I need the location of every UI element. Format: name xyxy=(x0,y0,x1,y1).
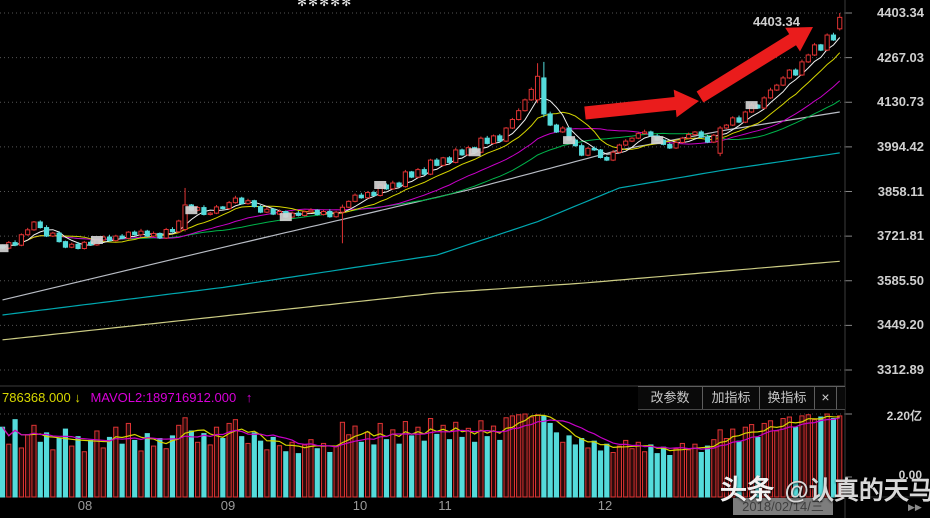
toutiao-logo: 头条 xyxy=(720,475,774,505)
price-axis-label: 4267.03 xyxy=(877,49,924,65)
time-axis-month-label: 09 xyxy=(220,498,236,513)
price-axis-label: 3858.11 xyxy=(877,183,924,199)
clipped-glyphs: ✻✻✻✻✻ xyxy=(297,0,353,8)
price-axis-label: 3994.42 xyxy=(877,138,924,154)
mavol1-down-arrow-icon: ↓ xyxy=(74,390,81,405)
price-axis-label: 3449.20 xyxy=(877,317,924,333)
price-axis-label: 3721.81 xyxy=(877,228,924,244)
time-axis-month-label: 12 xyxy=(597,498,613,513)
latest-price-label: 4403.34 xyxy=(753,14,800,29)
add-indicator-button[interactable]: 加指标 xyxy=(703,387,760,409)
price-axis-label: 3585.50 xyxy=(877,272,924,288)
mavol2-value: MAVOL2:189716912.000 xyxy=(90,390,237,405)
volume-axis-max-label: 2.20亿 xyxy=(886,409,922,423)
price-axis-label: 3312.89 xyxy=(877,362,924,377)
price-axis-label: 4130.73 xyxy=(877,94,924,110)
price-axis-label: 4403.34 xyxy=(877,5,924,20)
switch-indicator-button[interactable]: 换指标 xyxy=(760,387,815,409)
mavol1-value: 786368.000 xyxy=(2,390,71,405)
mavol2-up-arrow-icon: ↑ xyxy=(245,390,253,405)
scroll-right-button[interactable]: ▶▶ xyxy=(908,502,922,512)
close-indicator-button[interactable]: × xyxy=(815,387,837,409)
cursor-date-label: 2018/02/14/三 xyxy=(733,498,833,515)
time-axis-month-label: 11 xyxy=(438,498,452,513)
indicator-button-bar: 改参数 加指标 换指标 × xyxy=(638,386,845,410)
volume-axis-min-label: 0.00 xyxy=(898,468,922,482)
change-params-button[interactable]: 改参数 xyxy=(638,387,703,409)
time-axis-month-label: 08 xyxy=(77,498,93,513)
watermark-handle: @认真的天马 xyxy=(784,477,930,505)
time-axis-month-label: 10 xyxy=(352,498,368,513)
volume-indicator-readout: 786368.000 ↓ MAVOL2:189716912.000 ↑ xyxy=(2,390,252,405)
watermark: 头条 @认真的天马 xyxy=(720,468,930,507)
